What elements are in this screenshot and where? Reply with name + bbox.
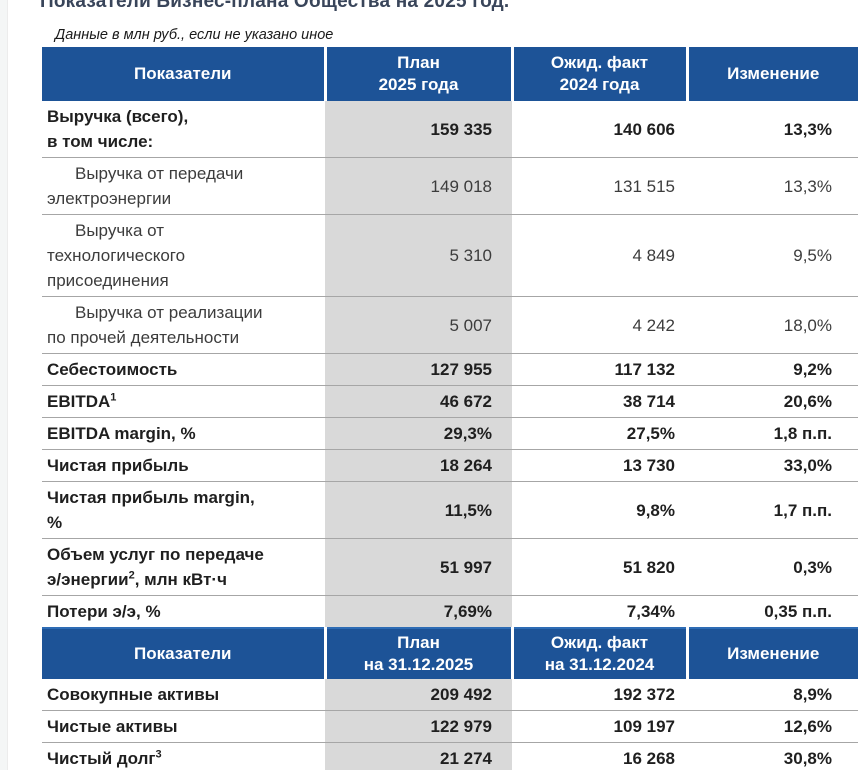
indicator-label: EBITDA1 bbox=[47, 391, 117, 411]
table-row: Выручка от технологического присоединени… bbox=[42, 214, 858, 297]
plan-value: 127 955 bbox=[325, 353, 512, 386]
fact-value: 4 242 bbox=[632, 315, 675, 335]
indicator-label: Чистая прибыль margin, % bbox=[47, 488, 255, 532]
plan-value: 46 672 bbox=[325, 385, 512, 418]
table1-header-row: Показатели План 2025 года Ожид. факт 202… bbox=[42, 47, 858, 101]
fact-value: 9,8% bbox=[636, 500, 675, 520]
table2-header-row: Показатели План на 31.12.2025 Ожид. факт… bbox=[42, 628, 858, 679]
plan-value: 51 997 bbox=[325, 538, 512, 596]
left-edge-strip bbox=[0, 0, 8, 770]
plan-value: 209 492 bbox=[325, 679, 512, 711]
units-note: Данные в млн руб., если не указано иное bbox=[55, 27, 334, 43]
change-value: 13,3% bbox=[783, 119, 832, 139]
table1-header-change: Изменение bbox=[685, 47, 858, 101]
table2-header-change: Изменение bbox=[685, 628, 858, 679]
plan-value: 159 335 bbox=[325, 101, 512, 158]
table-row: Чистая прибыль 18 264 13 730 33,0% bbox=[42, 449, 858, 482]
indicator-label: Выручка от технологического присоединени… bbox=[47, 221, 186, 290]
fact-value: 117 132 bbox=[614, 360, 675, 379]
table-row: EBITDA margin, % 29,3% 27,5% 1,8 п.п. bbox=[42, 417, 858, 450]
plan-value: 122 979 bbox=[325, 710, 512, 743]
fact-value: 13 730 bbox=[623, 456, 675, 475]
table-row: Чистый долг3 21 274 16 268 30,8% bbox=[42, 742, 858, 770]
fact-value: 27,5% bbox=[626, 424, 675, 443]
plan-value: 5 007 bbox=[325, 296, 512, 354]
indicator-label: EBITDA margin, % bbox=[47, 424, 196, 443]
change-value: 33,0% bbox=[783, 456, 832, 475]
table1-header-plan: План 2025 года bbox=[323, 47, 512, 101]
change-value: 30,8% bbox=[783, 749, 832, 768]
indicator-label: Выручка (всего), в том числе: bbox=[47, 107, 189, 151]
footnote-marker: 3 bbox=[155, 748, 162, 761]
table2-header-indicators: Показатели bbox=[42, 628, 325, 679]
fact-value: 7,34% bbox=[626, 602, 675, 621]
change-value: 9,2% bbox=[793, 360, 832, 379]
fact-value: 16 268 bbox=[623, 749, 675, 768]
indicator-label: Совокупные активы bbox=[47, 685, 220, 704]
indicator-label: Чистая прибыль bbox=[47, 456, 189, 475]
plan-value: 149 018 bbox=[325, 157, 512, 215]
change-value: 13,3% bbox=[783, 176, 832, 196]
change-value: 0,3% bbox=[793, 557, 832, 577]
fact-value: 131 515 bbox=[613, 176, 675, 196]
plan-value: 29,3% bbox=[325, 417, 512, 450]
change-value: 0,35 п.п. bbox=[764, 602, 832, 621]
plan-value: 5 310 bbox=[325, 214, 512, 297]
fact-value: 109 197 bbox=[613, 717, 675, 736]
table1-header-fact: Ожид. факт 2024 года bbox=[510, 47, 687, 101]
footnote-marker: 2 bbox=[128, 569, 135, 582]
footnote-marker: 1 bbox=[110, 391, 117, 404]
fact-value: 192 372 bbox=[613, 685, 675, 704]
plan-value: 11,5% bbox=[325, 481, 512, 539]
table2-header-fact: Ожид. факт на 31.12.2024 bbox=[510, 628, 687, 679]
fact-value: 140 606 bbox=[613, 119, 675, 139]
change-value: 1,7 п.п. bbox=[773, 500, 832, 520]
indicator-label: Чистые активы bbox=[47, 717, 178, 736]
table-row: Потери э/э, % 7,69% 7,34% 0,35 п.п. bbox=[42, 595, 858, 628]
indicator-label: Объем услуг по передаче э/энергии2, млн … bbox=[47, 545, 264, 589]
change-value: 8,9% bbox=[793, 685, 832, 704]
table1-header-indicators: Показатели bbox=[42, 47, 325, 101]
change-value: 18,0% bbox=[783, 315, 832, 335]
change-value: 9,5% bbox=[793, 246, 832, 265]
plan-value: 18 264 bbox=[325, 449, 512, 482]
indicator-label: Чистый долг3 bbox=[47, 748, 162, 768]
change-value: 20,6% bbox=[783, 392, 832, 411]
indicator-label: Потери э/э, % bbox=[47, 602, 161, 621]
change-value: 1,8 п.п. bbox=[773, 424, 832, 443]
table-row: Совокупные активы 209 492 192 372 8,9% bbox=[42, 679, 858, 711]
indicator-label: Себестоимость bbox=[47, 360, 178, 379]
fact-value: 51 820 bbox=[623, 557, 675, 577]
business-plan-table: Показатели План 2025 года Ожид. факт 202… bbox=[42, 47, 858, 770]
table-row: Выручка (всего), в том числе: 159 335 14… bbox=[42, 101, 858, 158]
fact-value: 4 849 bbox=[632, 246, 675, 265]
indicator-label: Выручка от реализации по прочей деятельн… bbox=[47, 303, 263, 347]
table2-header-plan: План на 31.12.2025 bbox=[323, 628, 512, 679]
table-row: Чистые активы 122 979 109 197 12,6% bbox=[42, 710, 858, 743]
page-title: Показатели Бизнес-плана Общества на 2025… bbox=[40, 0, 510, 12]
table-row: EBITDA1 46 672 38 714 20,6% bbox=[42, 385, 858, 418]
fact-value: 38 714 bbox=[623, 392, 675, 411]
indicator-label: Выручка от передачи электроэнергии bbox=[47, 164, 244, 208]
table-row: Выручка от передачи электроэнергии 149 0… bbox=[42, 157, 858, 215]
table-row: Объем услуг по передаче э/энергии2, млн … bbox=[42, 538, 858, 596]
table-row: Выручка от реализации по прочей деятельн… bbox=[42, 296, 858, 354]
plan-value: 21 274 bbox=[325, 742, 512, 770]
change-value: 12,6% bbox=[783, 717, 832, 736]
table-row: Себестоимость 127 955 117 132 9,2% bbox=[42, 353, 858, 386]
plan-value: 7,69% bbox=[325, 595, 512, 628]
table-row: Чистая прибыль margin, % 11,5% 9,8% 1,7 … bbox=[42, 481, 858, 539]
